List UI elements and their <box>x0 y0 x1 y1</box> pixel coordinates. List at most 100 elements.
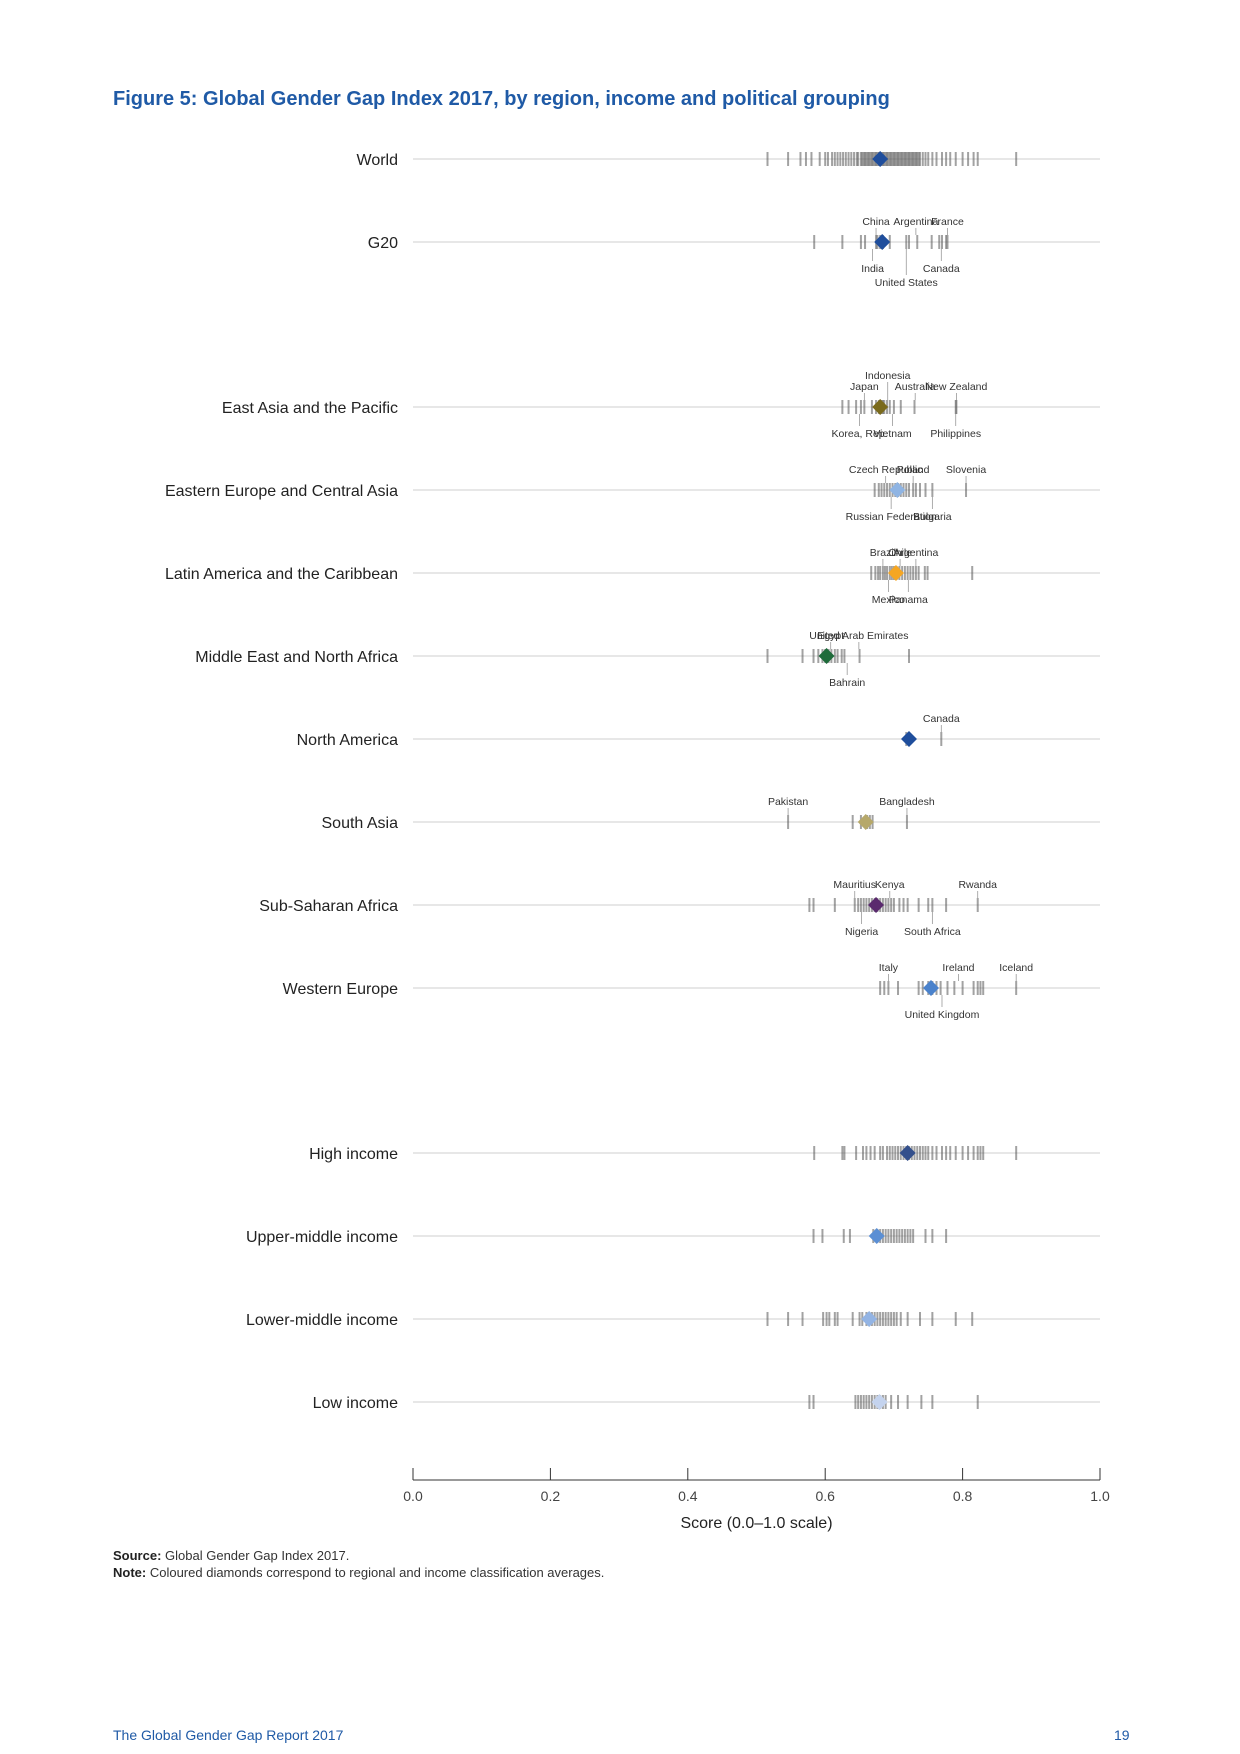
source-label: Source: <box>113 1548 162 1563</box>
country-annotation: Pakistan <box>768 796 808 808</box>
country-annotation: Chile <box>888 547 912 559</box>
source-text: Global Gender Gap Index 2017. <box>165 1548 350 1563</box>
average-diamond <box>874 234 891 250</box>
country-annotation: Egypt <box>817 630 844 642</box>
row-label: World <box>357 152 399 169</box>
country-annotation: Bulgaria <box>913 511 952 523</box>
x-axis: 0.0 0.2 0.4 0.6 0.8 1.0 Score (0.0–1.0 scale) <box>403 1468 1110 1532</box>
footer-report-title: The Global Gender Gap Report 2017 <box>113 1727 344 1743</box>
average-diamond <box>857 814 874 830</box>
average-diamond <box>818 648 835 664</box>
row-label: North America <box>297 732 398 749</box>
row-label: Middle East and North Africa <box>195 649 398 666</box>
row-eastern-europe-and-central-asia: Eastern Europe and Central Asia Czech Rep… <box>165 464 1100 523</box>
row-north-america: North America Canada <box>297 713 1100 749</box>
country-annotation: United Kingdom <box>905 1009 980 1021</box>
country-annotation: France <box>931 216 964 228</box>
country-annotation: India <box>861 263 884 275</box>
page-number: 19 <box>1114 1727 1130 1743</box>
country-annotation: Nigeria <box>845 926 878 938</box>
average-diamond <box>899 1145 916 1161</box>
country-annotation: South Africa <box>904 926 961 938</box>
country-annotation: Poland <box>897 464 930 476</box>
average-diamond <box>922 980 939 996</box>
x-tick-label: 0.0 <box>403 1488 423 1504</box>
x-tick-label: 0.8 <box>953 1488 973 1504</box>
country-annotation: Japan <box>850 381 879 393</box>
note-text: Coloured diamonds correspond to regional… <box>149 1565 605 1580</box>
row-label: Sub-Saharan Africa <box>259 898 398 915</box>
country-annotation: Vietnam <box>873 428 912 440</box>
row-world: World <box>357 151 1100 169</box>
row-south-asia: South Asia Pakistan Bangladesh <box>322 796 1100 832</box>
country-annotation: Argentina <box>893 547 938 559</box>
row-label: Latin America and the Caribbean <box>165 566 398 583</box>
country-annotation: Australia <box>895 381 936 393</box>
row-label: Low income <box>313 1395 398 1412</box>
row-lower-middle-income: Lower-middle income <box>246 1311 1100 1329</box>
row-middle-east-and-north-africa: Middle East and North Africa EgyptUnited … <box>195 630 1100 689</box>
row-label: Western Europe <box>283 981 398 998</box>
country-annotation: Iceland <box>999 962 1033 974</box>
row-label: Lower-middle income <box>246 1312 398 1329</box>
row-low-income: Low income <box>313 1394 1100 1412</box>
row-upper-middle-income: Upper-middle income <box>246 1228 1100 1246</box>
average-diamond <box>889 482 906 498</box>
x-tick-label: 0.2 <box>541 1488 561 1504</box>
country-annotation: Mauritius <box>833 879 876 891</box>
note-line: Note: Coloured diamonds correspond to re… <box>113 1564 604 1581</box>
figure-notes: Source: Global Gender Gap Index 2017. No… <box>113 1547 604 1581</box>
x-tick-label: 0.6 <box>815 1488 835 1504</box>
x-tick-label: 0.4 <box>678 1488 698 1504</box>
country-annotation: Korea, Rep. <box>832 428 888 440</box>
x-tick-label: 1.0 <box>1090 1488 1110 1504</box>
average-diamond <box>872 399 889 415</box>
country-annotation: New Zealand <box>925 381 987 393</box>
row-label: East Asia and the Pacific <box>222 400 398 417</box>
row-label: Upper-middle income <box>246 1229 398 1246</box>
country-annotation: Brazil <box>870 547 896 559</box>
country-annotation: Philippines <box>930 428 981 440</box>
country-annotation: Argentina <box>893 216 938 228</box>
figure-title: Figure 5: Global Gender Gap Index 2017, … <box>113 88 890 110</box>
country-annotation: Slovenia <box>946 464 986 476</box>
country-annotation: United Arab Emirates <box>809 630 908 642</box>
country-annotation: Canada <box>923 713 960 725</box>
country-annotation: Kenya <box>875 879 905 891</box>
country-annotation: Russian Federation <box>846 511 937 523</box>
row-latin-america-and-the-caribbean: Latin America and the Caribbean BrazilChi… <box>165 547 1100 606</box>
row-label: Eastern Europe and Central Asia <box>165 483 398 500</box>
average-diamond <box>861 1311 878 1327</box>
average-diamond <box>887 565 904 581</box>
row-western-europe: Western Europe Italy Ireland Iceland United … <box>283 962 1100 1021</box>
country-annotation: Mexico <box>872 594 905 606</box>
country-annotation: China <box>862 216 890 228</box>
country-annotation: Canada <box>923 263 960 275</box>
row-high-income: High income <box>309 1145 1100 1163</box>
average-diamond <box>868 897 885 913</box>
country-annotation: Panama <box>889 594 928 606</box>
country-annotation: Italy <box>879 962 899 974</box>
average-diamond <box>872 151 889 167</box>
country-annotation: Ireland <box>942 962 974 974</box>
average-diamond <box>901 731 918 747</box>
row-label: South Asia <box>322 815 399 832</box>
country-annotation: United States <box>875 277 938 289</box>
row-label: High income <box>309 1146 398 1163</box>
country-annotation: Czech Republic <box>849 464 923 476</box>
country-annotation: Bangladesh <box>879 796 935 808</box>
note-label: Note: <box>113 1565 147 1580</box>
x-axis-title: Score (0.0–1.0 scale) <box>680 1515 832 1532</box>
average-diamond <box>868 1228 885 1244</box>
country-annotation: Indonesia <box>865 370 911 382</box>
average-diamond <box>871 1394 888 1410</box>
row-label: G20 <box>368 235 398 252</box>
source-line: Source: Global Gender Gap Index 2017. <box>113 1547 604 1564</box>
country-annotation: Rwanda <box>958 879 997 891</box>
country-annotation: Bahrain <box>829 677 865 689</box>
